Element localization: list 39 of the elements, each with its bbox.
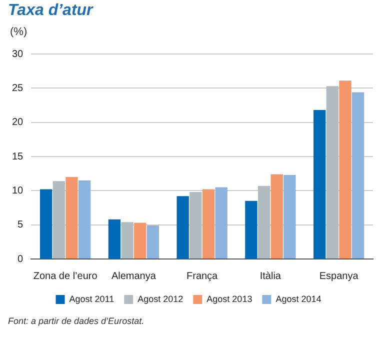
y-axis-title: (%) [10,26,28,38]
legend-label: Agost 2013 [206,294,252,304]
bar [339,80,352,258]
y-tick-label: 5 [18,220,24,231]
x-tick-label: Alemanya [111,270,156,282]
chart-title: Taxa d’atur [8,2,93,20]
bar [270,174,283,258]
y-tick-label: 25 [12,82,24,94]
bar [52,181,65,258]
bar [258,186,270,258]
x-tick-label: Zona de l’euro [33,270,98,282]
y-tick-label: 20 [12,117,24,128]
bar [284,174,296,258]
bar [215,187,228,258]
bar [352,92,364,258]
x-tick-label: Itàlia [260,270,282,282]
y-tick-label: 10 [12,185,24,196]
legend-label: Agost 2011 [69,294,114,304]
bar [108,219,121,258]
bar [121,222,134,258]
bar [146,226,160,258]
bar [40,189,52,258]
y-tick-label: 0 [18,254,24,265]
bar [190,192,202,258]
x-tick-label: Espanya [319,270,359,282]
bar [176,196,189,258]
x-tick-label: França [186,270,218,282]
legend-label: Agost 2012 [138,294,184,304]
bar [78,180,91,258]
y-tick-label: 30 [12,48,24,60]
bar [313,110,326,258]
legend-label: Agost 2014 [276,294,322,304]
bar [326,86,338,258]
text: Font: a partir de dades d’Eurostat. [8,316,144,326]
y-tick-label: 15 [12,151,24,162]
bar [134,222,146,258]
bar [245,200,258,258]
bar [66,177,78,258]
bar [202,189,215,258]
